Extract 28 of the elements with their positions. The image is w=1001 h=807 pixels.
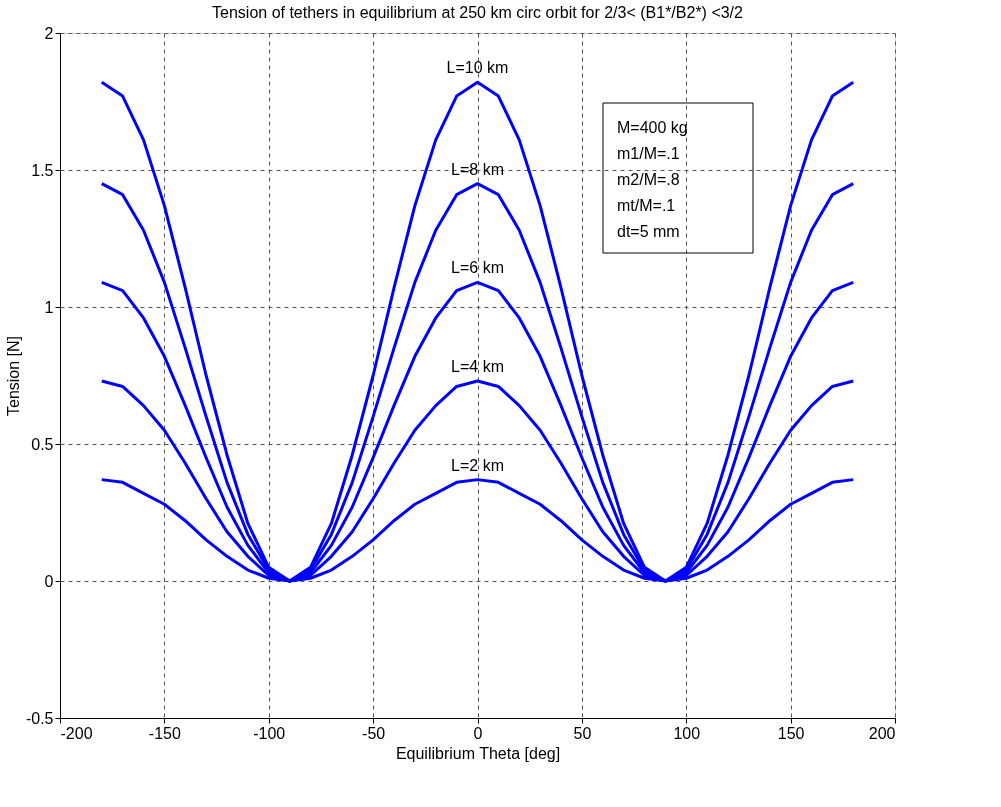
y-tick-label: -0.5 bbox=[25, 709, 54, 727]
annotation: M=400 kg bbox=[617, 119, 688, 136]
series-label: L=8 km bbox=[451, 160, 504, 178]
series-label: L=4 km bbox=[451, 357, 504, 375]
annotation: m1/M=.1 bbox=[617, 145, 680, 162]
series-label: L=6 km bbox=[451, 259, 504, 277]
chart-title: Tension of tethers in equilibrium at 250 km circ orbit for 2/3< (B1*/B2*) <3/2 bbox=[212, 4, 744, 21]
x-tick-label: 150 bbox=[777, 724, 805, 742]
series-label: L=10 km bbox=[446, 59, 509, 77]
annotation: dt=5 mm bbox=[617, 223, 680, 240]
x-tick-label: -50 bbox=[362, 724, 386, 742]
x-tick-label: 200 bbox=[868, 724, 896, 742]
y-tick-label: 1.5 bbox=[31, 161, 54, 179]
x-axis-title: Equilibrium Theta [deg] bbox=[395, 744, 561, 762]
annotation: m2/M=.8 bbox=[617, 171, 680, 188]
x-tick-label: 0 bbox=[473, 724, 483, 742]
y-tick-label: 0 bbox=[44, 572, 54, 590]
x-tick-label: -150 bbox=[148, 724, 181, 742]
y-tick-label: 1 bbox=[44, 298, 54, 316]
x-tick-label: -200 bbox=[60, 724, 93, 742]
y-tick-label: 0.5 bbox=[31, 435, 54, 453]
x-tick-label: 100 bbox=[673, 724, 701, 742]
x-tick-label: 50 bbox=[573, 724, 592, 742]
x-tick-label: -100 bbox=[253, 724, 286, 742]
y-axis-title: Tension [N] bbox=[4, 335, 22, 417]
annotation: mt/M=.1 bbox=[617, 197, 676, 214]
series-label: L=2 km bbox=[451, 456, 504, 474]
y-tick-label: 2 bbox=[44, 24, 54, 42]
